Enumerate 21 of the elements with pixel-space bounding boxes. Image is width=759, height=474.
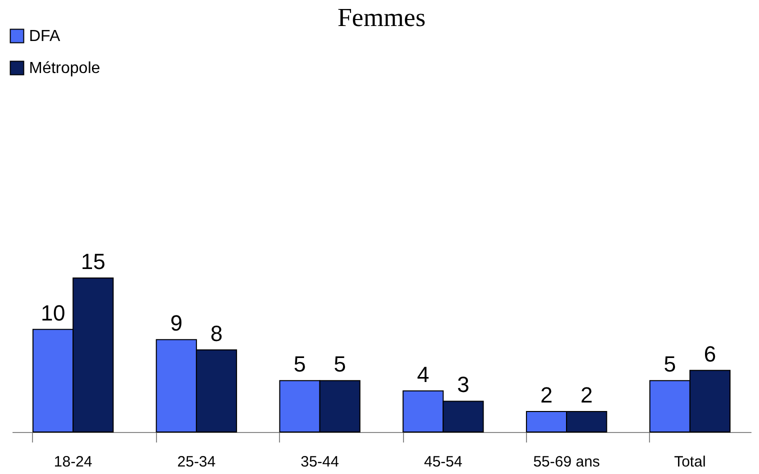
data-label: 2	[540, 382, 553, 408]
data-label: 6	[704, 341, 716, 366]
data-label: 9	[170, 310, 183, 336]
data-label: 2	[580, 382, 593, 408]
data-label: 5	[664, 352, 676, 377]
data-label: 10	[40, 300, 66, 326]
x-tick-label: 55-69 ans	[533, 454, 600, 470]
data-label: 8	[210, 320, 223, 346]
x-tick-label: 45-54	[424, 454, 462, 470]
x-tick-label: 25-34	[177, 454, 216, 470]
legend-label: Métropole	[29, 60, 100, 77]
data-label: 5	[294, 352, 306, 377]
legend-label: DFA	[29, 28, 60, 45]
data-label: 15	[80, 249, 106, 274]
x-tick-label: 35-44	[300, 454, 339, 470]
x-tick-label: 18-24	[54, 454, 92, 470]
chart-title: Femmes	[337, 3, 426, 32]
data-label: 5	[334, 352, 346, 377]
x-tick-label: Total	[674, 454, 706, 470]
data-label: 4	[417, 362, 430, 387]
data-label: 3	[457, 372, 470, 398]
